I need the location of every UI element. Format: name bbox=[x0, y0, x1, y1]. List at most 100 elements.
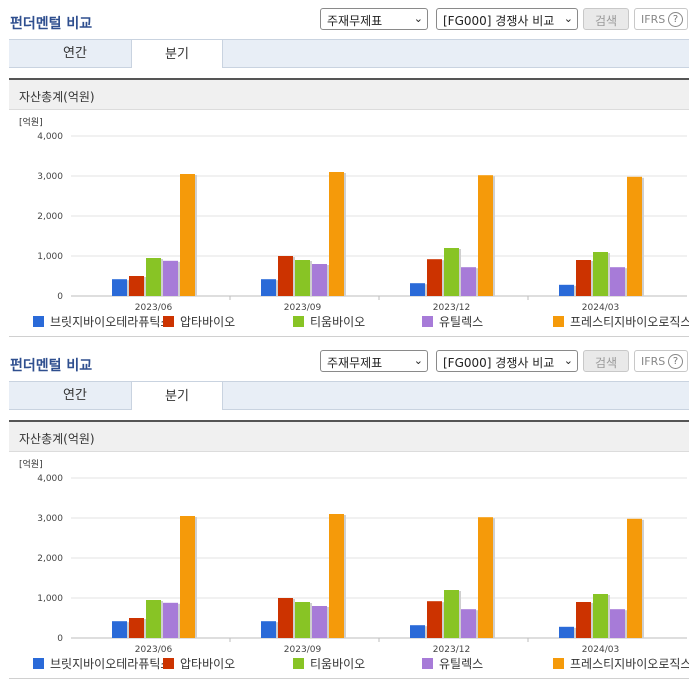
y-tick-label: 2,000 bbox=[37, 212, 63, 222]
divider bbox=[9, 336, 689, 337]
legend-label: 압타바이오 bbox=[180, 315, 236, 329]
bar[interactable] bbox=[278, 256, 293, 296]
x-tick-label: 2023/09 bbox=[284, 645, 322, 655]
legend-label: 프레스티지바이오로직스 bbox=[570, 315, 689, 329]
x-tick-label: 2023/12 bbox=[433, 645, 470, 655]
legend-swatch bbox=[33, 316, 44, 327]
y-tick-label: 4,000 bbox=[37, 132, 63, 142]
x-tick-label: 2023/06 bbox=[135, 303, 173, 313]
period-tabs: 연간 분기 bbox=[9, 39, 689, 68]
bar[interactable] bbox=[444, 248, 459, 296]
search-button[interactable]: 검색 bbox=[583, 350, 629, 372]
bar[interactable] bbox=[559, 284, 574, 296]
legend-item[interactable]: 유틸렉스 bbox=[422, 313, 483, 330]
legend-item[interactable]: 유틸렉스 bbox=[422, 655, 483, 672]
bar[interactable] bbox=[444, 590, 459, 638]
bar[interactable] bbox=[295, 602, 310, 638]
peer-select-value: [FG000] 경쟁사 비교 bbox=[443, 14, 555, 28]
section-title: 자산총계(억원) bbox=[19, 432, 95, 446]
bar[interactable] bbox=[410, 283, 425, 296]
peer-select[interactable]: [FG000] 경쟁사 비교 ⌄ bbox=[436, 8, 578, 30]
tab-quarterly[interactable]: 분기 bbox=[131, 39, 223, 68]
legend-item[interactable]: 티움바이오 bbox=[293, 313, 365, 330]
bar[interactable] bbox=[427, 601, 442, 638]
bar[interactable] bbox=[461, 609, 476, 638]
legend-item[interactable]: 프레스티지바이오로직스 bbox=[553, 655, 689, 672]
bar[interactable] bbox=[146, 600, 161, 638]
bar[interactable] bbox=[129, 276, 144, 296]
bar[interactable] bbox=[312, 606, 327, 638]
bar[interactable] bbox=[163, 260, 178, 296]
ifrs-button[interactable]: IFRS? bbox=[634, 350, 688, 372]
bar[interactable] bbox=[312, 264, 327, 296]
bar[interactable] bbox=[261, 279, 276, 296]
bar[interactable] bbox=[112, 279, 127, 296]
section-title: 자산총계(억원) bbox=[19, 90, 95, 104]
tab-annual[interactable]: 연간 bbox=[63, 46, 87, 61]
bar[interactable] bbox=[329, 514, 344, 638]
legend-item[interactable]: 프레스티지바이오로직스 bbox=[553, 313, 689, 330]
bar[interactable] bbox=[295, 260, 310, 296]
legend-swatch bbox=[163, 316, 174, 327]
legend-swatch bbox=[553, 658, 564, 669]
bar[interactable] bbox=[261, 621, 276, 638]
chevron-down-icon: ⌄ bbox=[561, 12, 573, 25]
statement-select-value: 주재무제표 bbox=[327, 356, 383, 370]
bar[interactable] bbox=[329, 172, 344, 296]
x-tick-label: 2024/03 bbox=[582, 303, 619, 313]
bar[interactable] bbox=[627, 518, 642, 638]
ifrs-button[interactable]: IFRS? bbox=[634, 8, 688, 30]
period-tabs: 연간 분기 bbox=[9, 381, 689, 410]
legend-item[interactable]: 압타바이오 bbox=[163, 313, 235, 330]
bar[interactable] bbox=[112, 621, 127, 638]
legend-item[interactable]: 브릿지바이오테라퓨틱스 bbox=[33, 655, 171, 672]
y-tick-label: 1,000 bbox=[37, 594, 63, 604]
legend-label: 압타바이오 bbox=[180, 657, 236, 671]
bar-chart-svg: [억원] 0 1,000 2,000 3,000 4,000 2023/06 2023/09 2… bbox=[19, 458, 687, 655]
section-header: 자산총계(억원) bbox=[9, 78, 689, 110]
bar[interactable] bbox=[610, 267, 625, 296]
bar[interactable] bbox=[593, 594, 608, 638]
bar[interactable] bbox=[576, 602, 591, 638]
bar[interactable] bbox=[627, 176, 642, 296]
tab-annual[interactable]: 연간 bbox=[63, 388, 87, 403]
legend-item[interactable]: 압타바이오 bbox=[163, 655, 235, 672]
bar[interactable] bbox=[478, 175, 493, 296]
bar[interactable] bbox=[461, 267, 476, 296]
legend-item[interactable]: 브릿지바이오테라퓨틱스 bbox=[33, 313, 171, 330]
bar[interactable] bbox=[146, 258, 161, 296]
help-icon[interactable]: ? bbox=[668, 354, 683, 369]
bar[interactable] bbox=[593, 252, 608, 296]
ifrs-label: IFRS bbox=[641, 13, 666, 26]
help-icon[interactable]: ? bbox=[668, 12, 683, 27]
statement-select[interactable]: 주재무제표 ⌄ bbox=[320, 350, 428, 372]
fundamental-panel-2: 펀더멘털 비교 주재무제표 ⌄ [FG000] 경쟁사 비교 ⌄ 검색 IFRS? 연간 분기 자… bbox=[0, 342, 696, 684]
bar[interactable] bbox=[129, 618, 144, 638]
legend-label: 유틸렉스 bbox=[439, 315, 484, 329]
tab-quarterly[interactable]: 분기 bbox=[131, 381, 223, 410]
bar[interactable] bbox=[576, 260, 591, 296]
peer-select-value: [FG000] 경쟁사 비교 bbox=[443, 356, 555, 370]
bar[interactable] bbox=[180, 174, 195, 296]
statement-select[interactable]: 주재무제표 ⌄ bbox=[320, 8, 428, 30]
bar[interactable] bbox=[410, 625, 425, 638]
divider bbox=[9, 678, 689, 679]
bar[interactable] bbox=[427, 259, 442, 296]
legend-item[interactable]: 티움바이오 bbox=[293, 655, 365, 672]
bar[interactable] bbox=[180, 516, 195, 638]
bar[interactable] bbox=[278, 598, 293, 638]
x-tick-label: 2023/06 bbox=[135, 645, 173, 655]
legend-swatch bbox=[33, 658, 44, 669]
legend-swatch bbox=[422, 316, 433, 327]
chevron-down-icon: ⌄ bbox=[413, 12, 423, 25]
y-tick-label: 0 bbox=[57, 634, 63, 644]
bar[interactable] bbox=[559, 626, 574, 638]
bar[interactable] bbox=[610, 609, 625, 638]
y-tick-label: 4,000 bbox=[37, 474, 63, 484]
bar[interactable] bbox=[163, 602, 178, 638]
search-button[interactable]: 검색 bbox=[583, 8, 629, 30]
peer-select[interactable]: [FG000] 경쟁사 비교 ⌄ bbox=[436, 350, 578, 372]
bar[interactable] bbox=[478, 517, 493, 638]
y-tick-label: 3,000 bbox=[37, 514, 63, 524]
x-tick-label: 2023/09 bbox=[284, 303, 322, 313]
